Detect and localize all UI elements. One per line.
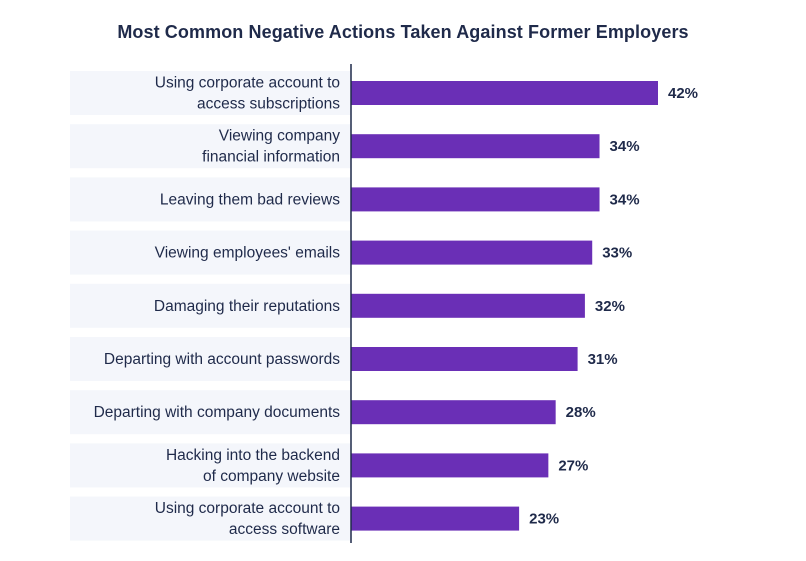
category-band <box>70 390 351 435</box>
category-band <box>70 443 351 488</box>
bar <box>351 134 600 159</box>
value-label: 32% <box>595 298 625 315</box>
category-label: Viewing employees' emails <box>155 245 341 262</box>
category-band <box>70 496 351 541</box>
value-label: 33% <box>602 245 632 262</box>
bar <box>351 187 600 212</box>
value-label: 28% <box>566 404 596 421</box>
category-label: Using corporate account to <box>155 500 340 517</box>
value-label: 42% <box>668 85 698 102</box>
category-label: Damaging their reputations <box>154 298 340 315</box>
bar <box>351 506 520 531</box>
category-label: Viewing company <box>219 128 340 145</box>
category-band <box>70 337 351 381</box>
category-label: Using corporate account to <box>155 75 340 92</box>
category-band <box>70 71 351 115</box>
category-label: Leaving them bad reviews <box>160 191 340 208</box>
value-label: 27% <box>558 457 588 474</box>
bar <box>351 293 585 318</box>
value-label: 34% <box>610 191 640 208</box>
category-label: access subscriptions <box>197 96 340 113</box>
category-label: of company website <box>203 468 340 485</box>
chart-title: Most Common Negative Actions Taken Again… <box>117 22 689 42</box>
category-band <box>70 177 351 222</box>
category-band <box>70 230 351 275</box>
value-label: 34% <box>610 138 640 155</box>
bar <box>351 400 556 425</box>
bar <box>351 81 658 105</box>
category-label: access software <box>229 521 340 538</box>
bar <box>351 240 593 265</box>
category-band <box>70 124 351 169</box>
category-band <box>70 283 351 328</box>
value-label: 31% <box>588 351 618 368</box>
category-label: Hacking into the backend <box>166 447 340 464</box>
bar <box>351 347 578 371</box>
category-label: financial information <box>202 149 340 166</box>
bar <box>351 453 549 478</box>
category-label: Departing with account passwords <box>104 351 340 368</box>
value-label: 23% <box>529 511 559 528</box>
category-label: Departing with company documents <box>94 404 341 421</box>
